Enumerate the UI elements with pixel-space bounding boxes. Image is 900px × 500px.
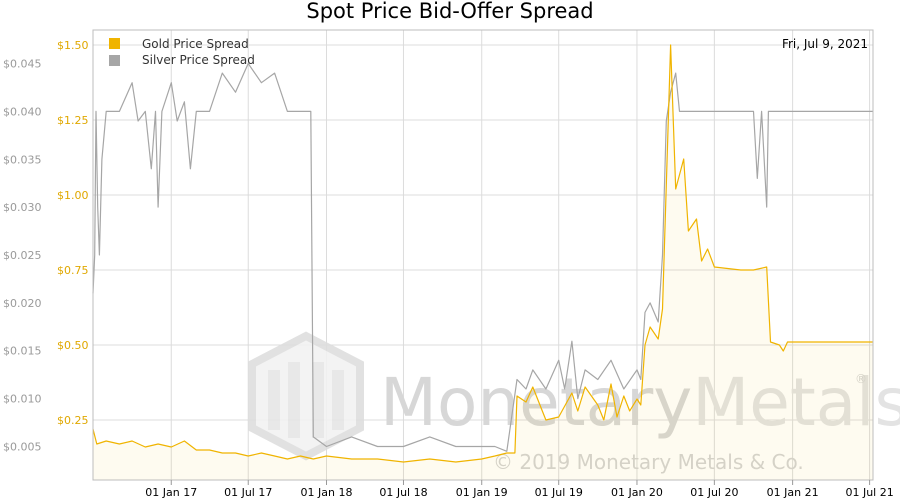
- y-right-tick-label: $0.25: [57, 414, 89, 427]
- x-tick-label: 01 Jan 19: [456, 486, 508, 499]
- date-label: Fri, Jul 9, 2021: [782, 37, 868, 51]
- y-right-tick-label: $1.25: [57, 114, 89, 127]
- y-left-tick-label: $0.035: [3, 153, 42, 166]
- x-tick-label: 01 Jul 17: [224, 486, 272, 499]
- legend-label-gold: Gold Price Spread: [142, 37, 249, 51]
- legend: Gold Price Spread Silver Price Spread: [109, 37, 255, 67]
- y-left-axis: $0.005 $0.010 $0.015 $0.020 $0.025 $0.030 $0.0…: [3, 58, 42, 454]
- watermark-brand-part2: Metals: [692, 364, 900, 441]
- x-tick-label: 01 Jul 18: [379, 486, 427, 499]
- y-left-tick-label: $0.045: [3, 58, 42, 71]
- y-left-tick-label: $0.010: [3, 393, 42, 406]
- chart-title: Spot Price Bid-Offer Spread: [306, 0, 593, 23]
- legend-label-silver: Silver Price Spread: [142, 53, 255, 67]
- watermark: MonetaryMetals ® © 2019 Monetary Metals …: [248, 331, 900, 474]
- y-left-tick-label: $0.040: [3, 105, 42, 118]
- y-right-tick-label: $0.75: [57, 264, 89, 277]
- x-tick-label: 01 Jul 19: [535, 486, 583, 499]
- x-tick-label: 01 Jan 17: [145, 486, 197, 499]
- grid: [93, 30, 873, 480]
- x-tick-label: 01 Jan 18: [301, 486, 353, 499]
- series-silver-line: [92, 62, 873, 452]
- watermark-registered: ®: [855, 372, 867, 386]
- x-axis: 01 Jan 17 01 Jul 17 01 Jan 18 01 Jul 18 01 J…: [145, 480, 894, 499]
- plot-border: [92, 29, 874, 481]
- x-tick-label: 01 Jul 21: [845, 486, 893, 499]
- y-right-tick-label: $1.50: [57, 39, 89, 52]
- series-gold-line: [92, 44, 873, 463]
- y-left-tick-label: $0.020: [3, 297, 42, 310]
- series-layer: [92, 44, 873, 480]
- y-right-axis: $0.25 $0.50 $0.75 $1.00 $1.25 $1.50: [57, 39, 89, 427]
- x-tick-label: 01 Jan 20: [611, 486, 663, 499]
- legend-swatch-gold: [109, 38, 120, 49]
- y-left-tick-label: $0.005: [3, 440, 42, 453]
- y-right-tick-label: $1.00: [57, 189, 89, 202]
- watermark-copyright: © 2019 Monetary Metals & Co.: [493, 450, 804, 474]
- legend-swatch-silver: [109, 55, 120, 66]
- y-right-tick-label: $0.50: [57, 339, 89, 352]
- watermark-logo-icon: [248, 331, 364, 461]
- series-gold-area: [93, 45, 873, 480]
- y-left-tick-label: $0.015: [3, 345, 42, 358]
- y-left-tick-label: $0.030: [3, 201, 42, 214]
- y-left-tick-label: $0.025: [3, 249, 42, 262]
- x-tick-label: 01 Jul 20: [690, 486, 738, 499]
- x-tick-label: 01 Jan 21: [767, 486, 819, 499]
